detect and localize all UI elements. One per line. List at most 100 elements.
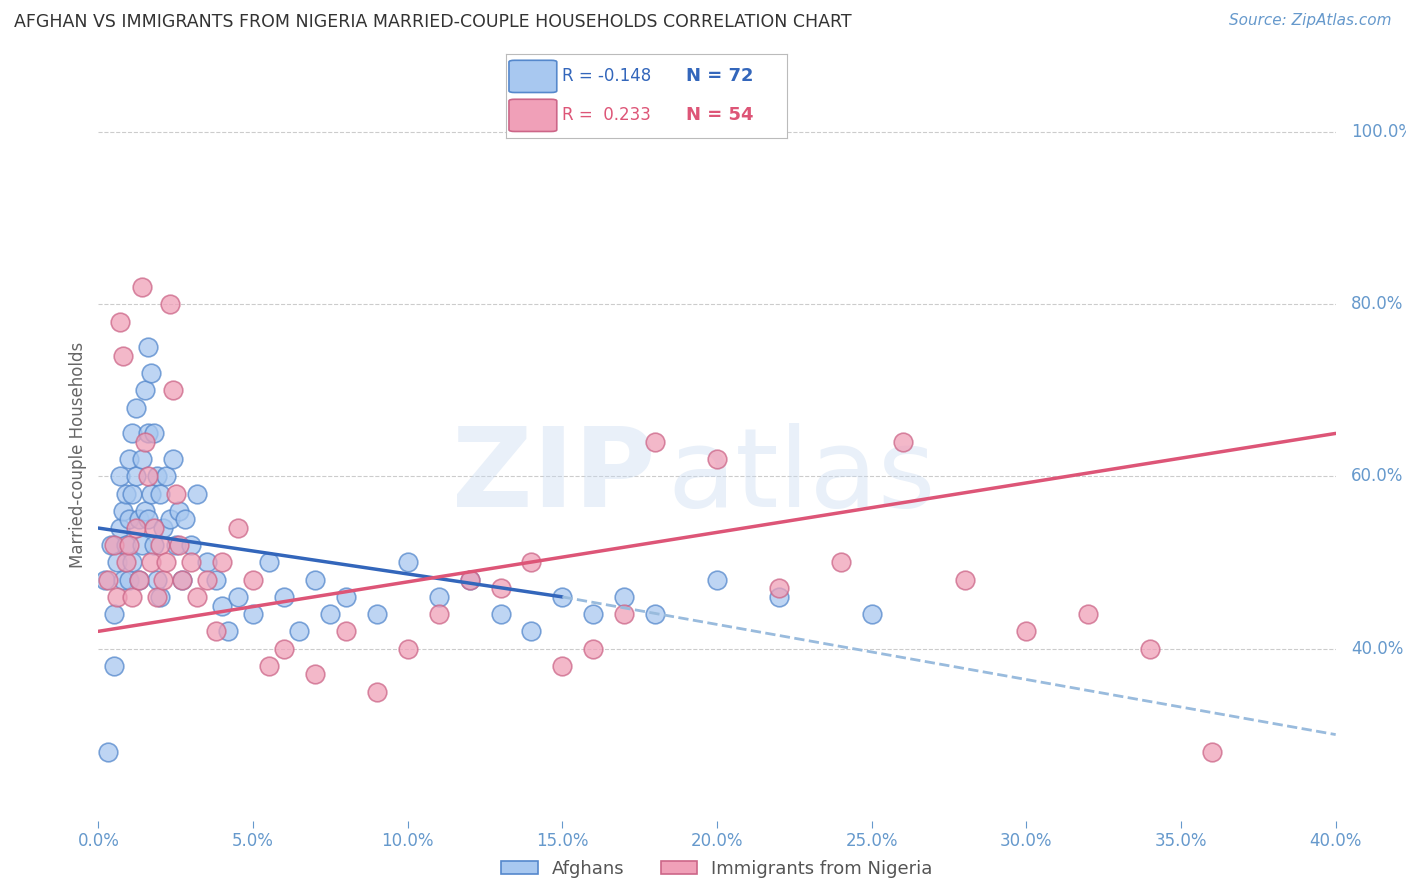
Point <box>108 469 131 483</box>
Point <box>830 556 852 570</box>
Point <box>121 486 143 500</box>
Point <box>613 590 636 604</box>
Point <box>489 607 512 621</box>
Point <box>93 573 115 587</box>
Point <box>613 607 636 621</box>
Point <box>205 624 228 639</box>
Point <box>304 573 326 587</box>
Y-axis label: Married-couple Households: Married-couple Households <box>69 342 87 568</box>
Point <box>396 556 419 570</box>
Point <box>139 556 162 570</box>
Text: atlas: atlas <box>668 424 936 531</box>
Point <box>860 607 883 621</box>
Point <box>170 573 193 587</box>
Point <box>335 590 357 604</box>
Point <box>103 538 125 552</box>
Point <box>226 521 249 535</box>
Point <box>128 512 150 526</box>
Point <box>115 538 138 552</box>
Point <box>195 573 218 587</box>
Point <box>891 435 914 450</box>
Point <box>131 452 153 467</box>
Point <box>115 486 138 500</box>
Point <box>174 512 197 526</box>
Point <box>180 556 202 570</box>
Point <box>134 435 156 450</box>
Point <box>155 469 177 483</box>
Point <box>582 607 605 621</box>
Point <box>180 538 202 552</box>
Point <box>159 297 181 311</box>
Point <box>103 607 125 621</box>
Point <box>131 538 153 552</box>
Point <box>105 590 128 604</box>
Point <box>149 486 172 500</box>
Point <box>121 556 143 570</box>
Point <box>644 435 666 450</box>
Point <box>146 469 169 483</box>
Point <box>1077 607 1099 621</box>
Point <box>149 590 172 604</box>
Point <box>167 504 190 518</box>
Point <box>273 590 295 604</box>
Point <box>146 590 169 604</box>
Point <box>242 573 264 587</box>
Point <box>124 401 146 415</box>
Point <box>257 556 280 570</box>
Legend: Afghans, Immigrants from Nigeria: Afghans, Immigrants from Nigeria <box>495 853 939 885</box>
Point <box>211 556 233 570</box>
Point <box>162 384 184 398</box>
Text: ZIP: ZIP <box>451 424 655 531</box>
Point <box>162 452 184 467</box>
Text: N = 54: N = 54 <box>686 106 754 124</box>
Point <box>427 607 450 621</box>
Point <box>118 512 141 526</box>
Point <box>458 573 481 587</box>
Point <box>152 521 174 535</box>
Point <box>768 582 790 596</box>
Point <box>143 426 166 441</box>
Point <box>112 349 135 363</box>
Point <box>520 556 543 570</box>
FancyBboxPatch shape <box>509 61 557 93</box>
Point <box>128 573 150 587</box>
Point <box>136 512 159 526</box>
Point <box>108 314 131 328</box>
Point <box>143 538 166 552</box>
Point <box>167 538 190 552</box>
Point <box>115 556 138 570</box>
Point <box>108 521 131 535</box>
Point <box>118 452 141 467</box>
Point <box>139 486 162 500</box>
Point <box>136 469 159 483</box>
Point <box>195 556 218 570</box>
Text: R = -0.148: R = -0.148 <box>562 68 651 86</box>
Text: Source: ZipAtlas.com: Source: ZipAtlas.com <box>1229 13 1392 29</box>
Point <box>1015 624 1038 639</box>
Point <box>273 641 295 656</box>
Point <box>134 384 156 398</box>
Point <box>139 366 162 380</box>
Point <box>1201 745 1223 759</box>
Point <box>134 504 156 518</box>
Point <box>335 624 357 639</box>
Point <box>121 590 143 604</box>
Point <box>304 667 326 681</box>
FancyBboxPatch shape <box>509 99 557 131</box>
Point <box>112 504 135 518</box>
Point <box>97 573 120 587</box>
Point <box>489 582 512 596</box>
Point <box>1139 641 1161 656</box>
Text: 80.0%: 80.0% <box>1351 295 1403 313</box>
Point <box>366 684 388 698</box>
Point <box>146 573 169 587</box>
Point <box>319 607 342 621</box>
Point <box>582 641 605 656</box>
Text: R =  0.233: R = 0.233 <box>562 106 651 124</box>
Point <box>427 590 450 604</box>
Point <box>458 573 481 587</box>
Point <box>136 340 159 354</box>
Point <box>226 590 249 604</box>
Point <box>165 486 187 500</box>
Point <box>205 573 228 587</box>
